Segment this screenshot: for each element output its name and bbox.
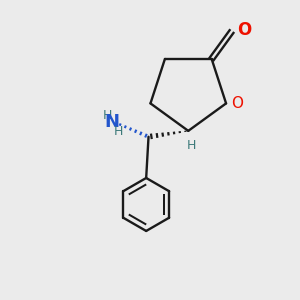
- Text: H: H: [187, 139, 196, 152]
- Text: H: H: [103, 109, 112, 122]
- Text: N: N: [105, 113, 120, 131]
- Text: H: H: [113, 125, 123, 138]
- Text: O: O: [231, 96, 243, 111]
- Text: O: O: [237, 21, 251, 39]
